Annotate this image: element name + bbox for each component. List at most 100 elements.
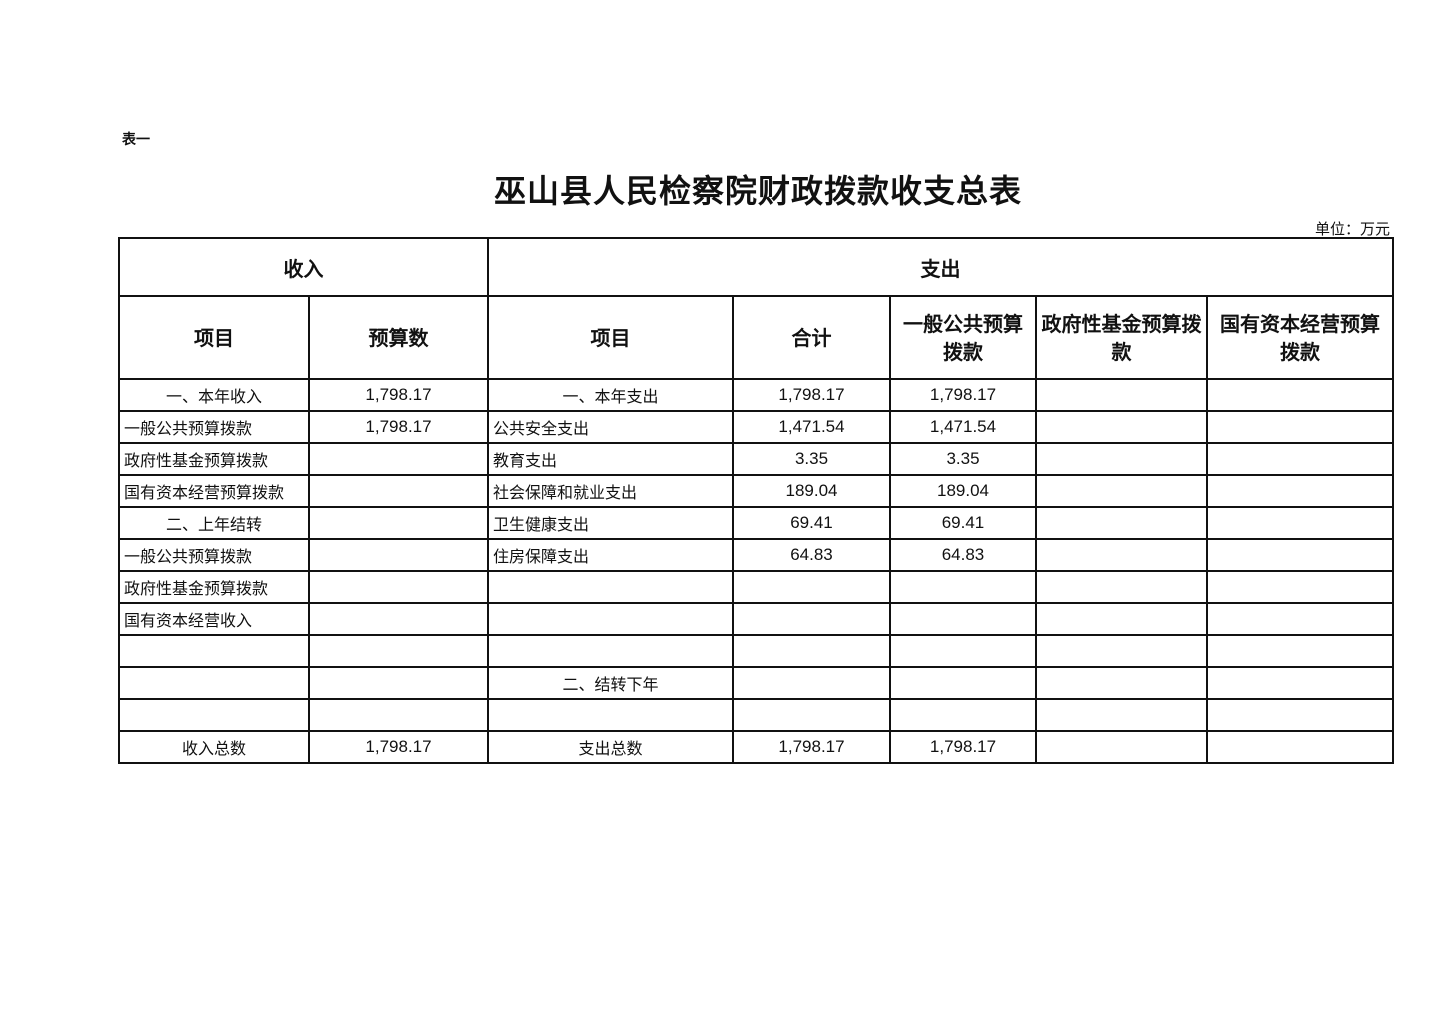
table-cell: 1,798.17 bbox=[732, 378, 891, 412]
table-cell: 政府性基金预算拨款 bbox=[118, 442, 310, 476]
table-cell: 二、结转下年 bbox=[487, 666, 734, 700]
table-cell bbox=[1035, 474, 1208, 508]
table-cell: 卫生健康支出 bbox=[487, 506, 734, 540]
table-cell bbox=[1035, 538, 1208, 572]
table-cell bbox=[1035, 442, 1208, 476]
table-cell bbox=[1035, 634, 1208, 668]
table-cell bbox=[308, 698, 489, 732]
table-cell bbox=[308, 602, 489, 636]
expense-header: 支出 bbox=[487, 237, 1394, 297]
table-cell bbox=[1035, 410, 1208, 444]
table-cell bbox=[889, 634, 1037, 668]
table-cell bbox=[1206, 634, 1394, 668]
table-cell bbox=[1206, 442, 1394, 476]
table-cell bbox=[1206, 602, 1394, 636]
column-header: 国有资本经营预算拨款 bbox=[1206, 295, 1394, 380]
table-cell bbox=[487, 570, 734, 604]
table-row: 政府性基金预算拨款 bbox=[118, 570, 1394, 604]
table-row bbox=[118, 634, 1394, 668]
table-cell: 1,798.17 bbox=[308, 730, 489, 764]
table-cell bbox=[1206, 538, 1394, 572]
table-label: 表一 bbox=[122, 132, 150, 148]
table-cell bbox=[1206, 378, 1394, 412]
table-row: 二、结转下年 bbox=[118, 666, 1394, 700]
table-cell: 住房保障支出 bbox=[487, 538, 734, 572]
table-cell: 3.35 bbox=[732, 442, 891, 476]
table-cell bbox=[1035, 570, 1208, 604]
table-cell bbox=[732, 602, 891, 636]
table-cell bbox=[889, 698, 1037, 732]
table-cell bbox=[1035, 378, 1208, 412]
table-cell bbox=[889, 666, 1037, 700]
table-cell: 1,471.54 bbox=[889, 410, 1037, 444]
table-row: 一般公共预算拨款 1,798.17 公共安全支出 1,471.54 1,471.54 bbox=[118, 410, 1394, 444]
table-row: 政府性基金预算拨款 教育支出 3.35 3.35 bbox=[118, 442, 1394, 476]
table-cell: 1,471.54 bbox=[732, 410, 891, 444]
table-row: 国有资本经营收入 bbox=[118, 602, 1394, 636]
table-cell: 收入总数 bbox=[118, 730, 310, 764]
table-cell bbox=[1035, 730, 1208, 764]
table-cell bbox=[487, 698, 734, 732]
table-cell: 一、本年支出 bbox=[487, 378, 734, 412]
table-cell bbox=[1206, 570, 1394, 604]
table-row: 一、本年收入 1,798.17 一、本年支出 1,798.17 1,798.17 bbox=[118, 378, 1394, 412]
table-cell bbox=[1206, 474, 1394, 508]
table-cell bbox=[1206, 410, 1394, 444]
table-cell bbox=[308, 474, 489, 508]
table-cell: 64.83 bbox=[889, 538, 1037, 572]
table-cell: 1,798.17 bbox=[889, 378, 1037, 412]
table-cell bbox=[1035, 602, 1208, 636]
table-cell bbox=[1206, 506, 1394, 540]
table-cell bbox=[308, 634, 489, 668]
table-cell bbox=[118, 698, 310, 732]
column-header: 政府性基金预算拨款 bbox=[1035, 295, 1208, 380]
table-row: 收入总数 1,798.17 支出总数 1,798.17 1,798.17 bbox=[118, 730, 1394, 764]
unit-label: 单位：万元 bbox=[1314, 220, 1390, 238]
table-cell bbox=[1035, 666, 1208, 700]
table-cell bbox=[118, 634, 310, 668]
table-cell: 3.35 bbox=[889, 442, 1037, 476]
table-cell: 国有资本经营预算拨款 bbox=[118, 474, 310, 508]
table-cell: 1,798.17 bbox=[732, 730, 891, 764]
table-cell: 189.04 bbox=[889, 474, 1037, 508]
table-cell bbox=[889, 570, 1037, 604]
table-cell bbox=[1035, 506, 1208, 540]
budget-summary-table: 收入 支出 项目 预算数 项目 合计 一般公共预算拨款 政府性基金预算拨款 国有资本经营预算… bbox=[118, 237, 1394, 764]
table-cell: 国有资本经营收入 bbox=[118, 602, 310, 636]
table-cell: 一般公共预算拨款 bbox=[118, 410, 310, 444]
table-cell: 1,798.17 bbox=[889, 730, 1037, 764]
table-cell bbox=[889, 602, 1037, 636]
table-cell: 1,798.17 bbox=[308, 410, 489, 444]
table-cell bbox=[308, 506, 489, 540]
table-row bbox=[118, 698, 1394, 732]
column-header: 合计 bbox=[732, 295, 891, 380]
table-row: 二、上年结转 卫生健康支出 69.41 69.41 bbox=[118, 506, 1394, 540]
table-cell: 189.04 bbox=[732, 474, 891, 508]
table-cell: 1,798.17 bbox=[308, 378, 489, 412]
table-cell bbox=[1206, 730, 1394, 764]
table-cell bbox=[118, 666, 310, 700]
column-header: 预算数 bbox=[308, 295, 489, 380]
table-cell bbox=[732, 666, 891, 700]
table-cell: 一般公共预算拨款 bbox=[118, 538, 310, 572]
table-cell bbox=[308, 442, 489, 476]
table-row: 一般公共预算拨款 住房保障支出 64.83 64.83 bbox=[118, 538, 1394, 572]
table-cell bbox=[487, 602, 734, 636]
table-cell: 64.83 bbox=[732, 538, 891, 572]
page-title: 巫山县人民检察院财政拨款收支总表 bbox=[493, 172, 1022, 210]
table-cell bbox=[1206, 666, 1394, 700]
table-cell: 社会保障和就业支出 bbox=[487, 474, 734, 508]
table-cell: 政府性基金预算拨款 bbox=[118, 570, 310, 604]
column-header: 一般公共预算拨款 bbox=[889, 295, 1037, 380]
table-cell: 69.41 bbox=[732, 506, 891, 540]
table-cell bbox=[487, 634, 734, 668]
column-header: 项目 bbox=[118, 295, 310, 380]
table-cell: 二、上年结转 bbox=[118, 506, 310, 540]
table-cell bbox=[1035, 698, 1208, 732]
table-cell: 69.41 bbox=[889, 506, 1037, 540]
table-cell: 公共安全支出 bbox=[487, 410, 734, 444]
column-header: 项目 bbox=[487, 295, 734, 380]
table-cell: 一、本年收入 bbox=[118, 378, 310, 412]
table-cell bbox=[732, 570, 891, 604]
table-cell bbox=[732, 698, 891, 732]
